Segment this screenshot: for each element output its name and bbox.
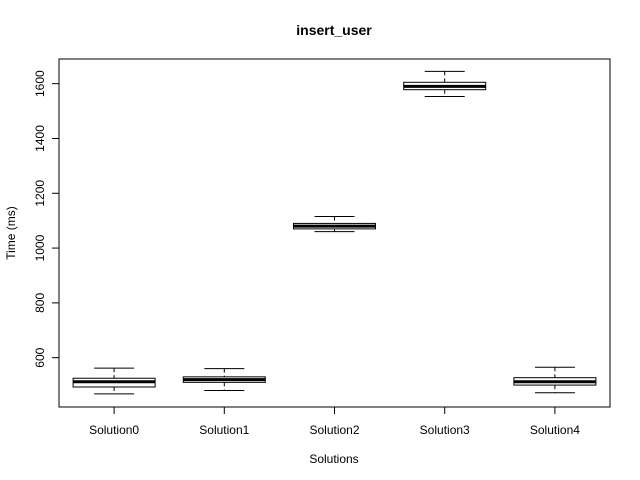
y-axis-ticks: 600 800 1000 1200 1400 1600 <box>33 70 59 368</box>
plot-frame <box>58 58 611 408</box>
box-1 <box>182 368 266 392</box>
x-tick-label-3: Solution3 <box>420 423 470 437</box>
x-tick-label-1: Solution1 <box>199 423 249 437</box>
y-tick-label-0: 600 <box>33 347 47 367</box>
y-tick-label-2: 1000 <box>33 234 47 261</box>
y-tick-label-4: 1400 <box>33 125 47 152</box>
box-3 <box>403 70 487 98</box>
y-tick-label-5: 1600 <box>33 70 47 97</box>
box-4 <box>513 366 597 394</box>
y-tick-label-1: 800 <box>33 293 47 313</box>
x-tick-label-0: Solution0 <box>89 423 139 437</box>
x-tick-label-2: Solution2 <box>309 423 359 437</box>
box-series <box>72 70 597 395</box>
y-axis-label: Time (ms) <box>4 206 18 260</box>
chart-title: insert_user <box>296 22 372 38</box>
x-tick-label-4: Solution4 <box>530 423 580 437</box>
x-axis-label: Solutions <box>309 452 358 466</box>
box-0 <box>72 367 156 395</box>
box-2 <box>293 216 376 233</box>
y-tick-label-3: 1200 <box>33 180 47 207</box>
x-axis-ticks: Solution0 Solution1 Solution2 Solution3 Solu… <box>89 407 580 437</box>
